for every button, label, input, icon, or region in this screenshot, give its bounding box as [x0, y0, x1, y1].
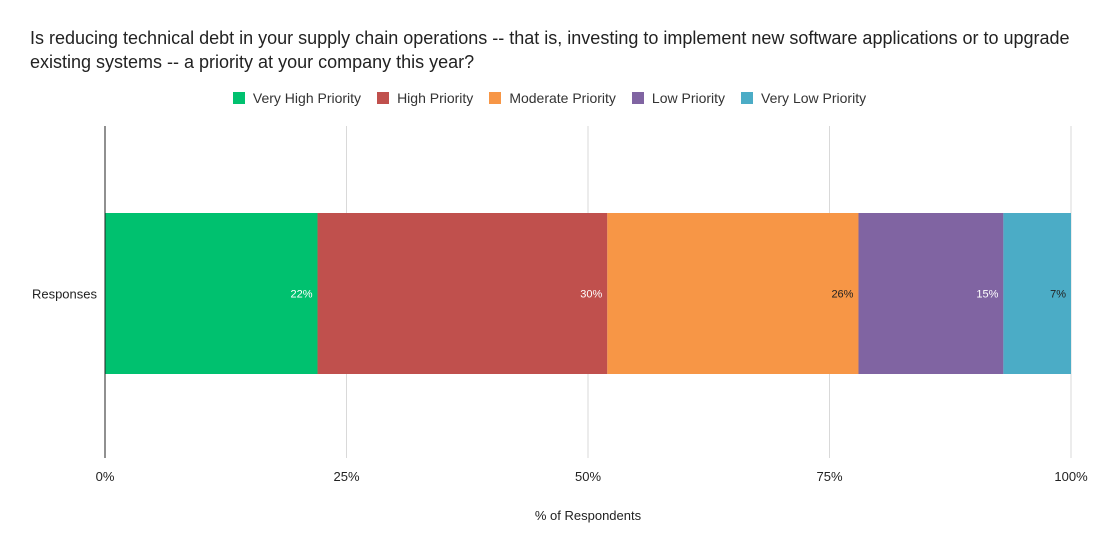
bar-segment-moderate-priority — [607, 213, 859, 374]
bar-segment-high-priority — [317, 213, 608, 374]
legend-label: Very Low Priority — [761, 90, 867, 106]
legend-label: Very High Priority — [252, 90, 362, 106]
legend-label: Moderate Priority — [509, 90, 616, 106]
x-axis-title: % of Respondents — [535, 508, 642, 523]
x-tick-labels: 0% 25% 50% 75% 100% — [96, 469, 1088, 484]
legend-swatch — [741, 92, 754, 104]
x-tick-label: 50% — [575, 469, 601, 484]
category-label: Responses — [32, 287, 98, 302]
legend-swatch — [377, 92, 390, 104]
legend-item-high: High Priority — [377, 90, 473, 106]
x-tick-label: 75% — [816, 469, 842, 484]
data-label: 15% — [976, 289, 998, 301]
legend-swatch — [489, 92, 502, 104]
legend-label: Low Priority — [651, 90, 726, 106]
legend-swatch — [232, 92, 245, 104]
legend-label: High Priority — [397, 90, 474, 106]
data-labels: 22% 30% 26% 15% 7% — [290, 289, 1066, 301]
legend: Very High Priority High Priority Moderat… — [0, 90, 1099, 106]
bar-segment-very-high-priority — [105, 213, 318, 374]
legend-item-low: Low Priority — [631, 90, 726, 106]
chart-title: Is reducing technical debt in your suppl… — [30, 28, 1070, 72]
legend-swatch — [631, 92, 644, 104]
data-label: 30% — [580, 289, 602, 301]
data-label: 7% — [1050, 289, 1066, 301]
legend-item-very-low: Very Low Priority — [741, 90, 866, 106]
data-label: 26% — [831, 289, 853, 301]
data-label: 22% — [290, 289, 312, 301]
legend-item-moderate: Moderate Priority — [489, 90, 616, 106]
bar-segment-very-low-priority — [1003, 213, 1071, 374]
bar-segment-low-priority — [858, 213, 1004, 374]
legend-item-very-high: Very High Priority — [232, 90, 362, 106]
x-tick-label: 100% — [1054, 469, 1088, 484]
bar-segments — [105, 213, 1071, 374]
x-tick-label: 25% — [333, 469, 359, 484]
x-tick-label: 0% — [96, 469, 115, 484]
